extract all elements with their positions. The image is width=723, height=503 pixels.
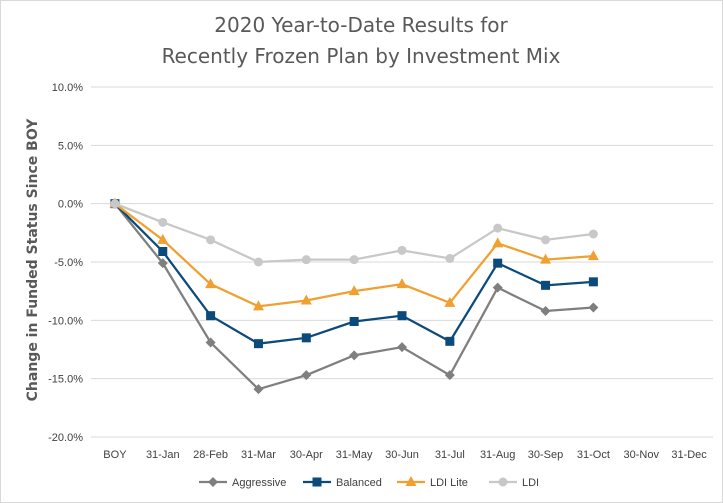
- legend-label: Balanced: [336, 477, 382, 489]
- data-point-balanced: [445, 336, 455, 346]
- data-point-ldi-lite: [396, 278, 408, 289]
- data-point-balanced: [301, 333, 311, 343]
- data-point-ldi: [206, 235, 216, 245]
- series-aggressive: [109, 198, 599, 395]
- data-point-ldi-lite: [205, 278, 217, 289]
- legend-item-ldi-lite: LDI Lite: [397, 476, 468, 489]
- x-tick-label: 30-Sep: [528, 449, 563, 461]
- legend-label: Aggressive: [232, 477, 286, 489]
- data-point-ldi: [301, 255, 311, 265]
- x-tick-label: 30-Apr: [290, 449, 323, 461]
- data-point-balanced: [206, 311, 216, 321]
- data-point-ldi: [253, 257, 263, 267]
- data-point-aggressive: [301, 370, 312, 381]
- data-point-ldi-lite: [252, 300, 264, 311]
- data-point-ldi-lite: [444, 296, 456, 307]
- legend-item-ldi: LDI: [489, 477, 539, 489]
- data-point-aggressive: [444, 370, 455, 381]
- legend-marker: [208, 477, 218, 487]
- chart-title-line-2: Recently Frozen Plan by Investment Mix: [162, 44, 561, 68]
- series-balanced: [110, 199, 598, 349]
- x-tick-label: 31-Oct: [577, 449, 610, 461]
- data-point-balanced: [541, 280, 551, 290]
- data-point-aggressive: [397, 342, 407, 353]
- data-point-aggressive: [540, 306, 551, 316]
- data-point-ldi: [445, 254, 455, 263]
- y-tick-label: -5.0%: [54, 257, 83, 269]
- y-tick-label: 10.0%: [52, 82, 83, 94]
- data-point-aggressive: [253, 384, 264, 395]
- y-axis-ticks: 10.0% 5.0% 0.0% -5.0% -10.0% -15.0% -20.0%: [48, 82, 83, 444]
- data-point-aggressive: [588, 302, 599, 313]
- data-point-aggressive: [492, 282, 503, 293]
- data-point-ldi: [493, 223, 503, 233]
- x-tick-label: 28-Feb: [193, 449, 228, 461]
- legend-marker: [312, 477, 322, 487]
- legend: Aggressive Balanced LDI Lite LDI: [199, 476, 539, 489]
- y-tick-label: 5.0%: [58, 140, 83, 152]
- data-point-balanced: [349, 317, 359, 326]
- legend-item-aggressive: Aggressive: [199, 477, 286, 489]
- data-point-ldi-lite: [157, 233, 169, 244]
- legend-label: LDI: [522, 477, 539, 489]
- data-point-aggressive: [205, 337, 216, 348]
- x-tick-label: 31-May: [336, 449, 373, 461]
- series-ldi-lite: [109, 197, 599, 311]
- data-point-ldi: [110, 199, 120, 209]
- x-axis-ticks: BOY 31-Jan 28-Feb 31-Mar 30-Apr 31-May 30-Jun 3…: [103, 449, 707, 461]
- data-point-ldi-lite: [492, 237, 504, 248]
- series-line-ldi: [114, 202, 594, 264]
- legend-marker: [405, 476, 417, 486]
- y-tick-label: -20.0%: [48, 432, 83, 444]
- x-tick-label: 31-Jan: [146, 449, 180, 461]
- data-point-balanced: [158, 247, 168, 256]
- data-point-ldi: [349, 255, 359, 265]
- data-point-ldi-lite: [348, 285, 360, 296]
- data-point-balanced: [397, 311, 407, 321]
- series-ldi: [110, 199, 598, 267]
- legend-item-balanced: Balanced: [303, 477, 382, 489]
- series-lines: [109, 197, 599, 395]
- data-point-ldi-lite: [300, 294, 312, 305]
- data-point-ldi: [158, 217, 168, 227]
- x-tick-label: 30-Nov: [623, 449, 659, 461]
- legend-marker: [498, 477, 508, 487]
- x-tick-label: 31-Aug: [480, 449, 515, 461]
- data-point-aggressive: [349, 350, 360, 361]
- x-tick-label: 31-Jul: [435, 449, 465, 461]
- data-point-balanced: [493, 258, 503, 268]
- data-point-ldi: [541, 235, 551, 245]
- data-point-ldi-lite: [540, 253, 552, 264]
- x-tick-label: BOY: [103, 449, 127, 461]
- gridlines: [91, 86, 713, 438]
- data-point-balanced: [588, 277, 598, 287]
- y-tick-label: -10.0%: [48, 315, 83, 327]
- data-point-aggressive: [157, 258, 168, 269]
- y-axis-label: Change in Funded Status Since BOY: [25, 118, 41, 402]
- data-point-ldi: [588, 229, 598, 239]
- chart-title-line-1: 2020 Year-to-Date Results for: [214, 13, 508, 37]
- legend-label: LDI Lite: [430, 477, 468, 489]
- x-tick-label: 30-Jun: [385, 449, 419, 461]
- data-point-ldi-lite: [587, 250, 599, 261]
- y-tick-label: -15.0%: [48, 374, 83, 386]
- x-tick-label: 31-Mar: [241, 449, 276, 461]
- x-tick-label: 31-Dec: [671, 449, 707, 461]
- y-tick-label: 0.0%: [58, 199, 83, 211]
- data-point-balanced: [253, 339, 263, 349]
- data-point-ldi: [397, 245, 407, 255]
